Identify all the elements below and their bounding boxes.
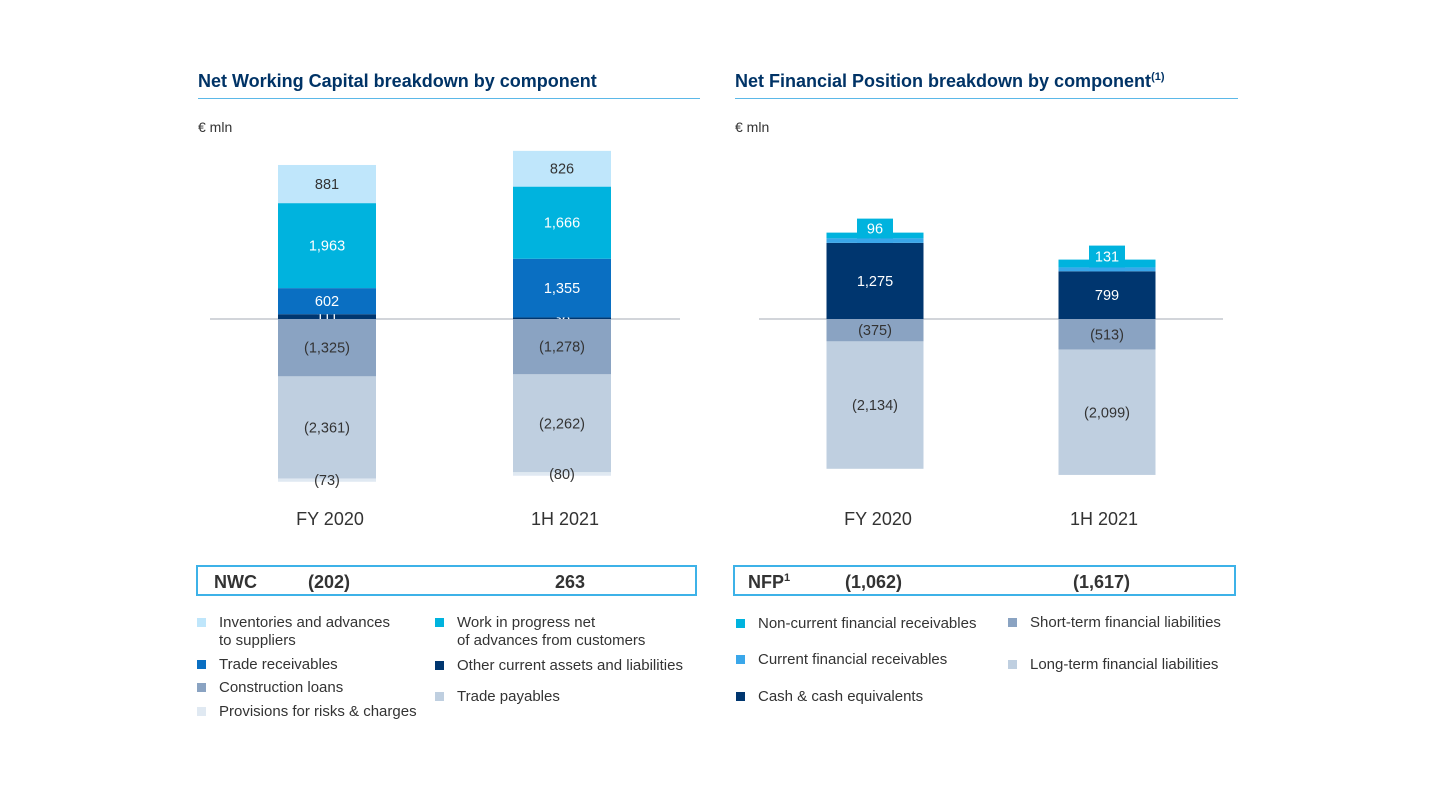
data-label-trade-receivables-1h-2021: 1,355	[544, 281, 580, 297]
legend-label-trade-receivables: Trade receivables	[219, 656, 338, 673]
legend-label-trade-payables: Trade payables	[457, 688, 560, 705]
data-label-trade-receivables-fy-2020: 602	[315, 294, 339, 310]
legend-label-provisions: Provisions for risks & charges	[219, 703, 417, 720]
legend-label-wip: Work in progress net of advances from cus…	[457, 614, 646, 649]
bar-long-term-financial-liabilities-1h-2021	[1058, 349, 1156, 475]
bar-trade-payables-fy-2020	[278, 376, 376, 479]
bar-inventories-and-advances-to-suppliers-1h-2021	[513, 150, 611, 187]
data-label-construction-loans-fy-2020: (1,325)	[304, 341, 350, 357]
legend-swatch-cur-fin-rec	[736, 655, 745, 664]
legend-swatch-construction-loans	[197, 683, 206, 692]
nwc-chart-title: Net Working Capital breakdown by compone…	[198, 71, 700, 99]
nfp-unit-label: € mln	[735, 119, 770, 135]
nwc-unit-label: € mln	[198, 119, 233, 135]
data-label-non-current-financial-receivables-fy-2020: 96	[867, 221, 883, 237]
data-label-trade-payables-fy-2020: (2,361)	[304, 420, 350, 436]
legend-label-st-fin-liab: Short-term financial liabilities	[1030, 614, 1221, 631]
nwc-chart-title-text: Net Working Capital breakdown by compone…	[198, 71, 597, 91]
nwc-total-label: NWC	[214, 572, 257, 592]
nwc-total-fy2020: (202)	[308, 572, 351, 592]
nfp-chart-title: Net Financial Position breakdown by comp…	[735, 71, 1238, 99]
legend-swatch-nc-fin-rec	[736, 619, 745, 628]
data-label-inventories-and-advances-to-suppliers-fy-2020: 881	[315, 177, 339, 193]
nfp-chart-title-text: Net Financial Position breakdown by comp…	[735, 71, 1152, 91]
bar-inventories-and-advances-to-suppliers-fy-2020	[278, 164, 376, 204]
data-label-long-term-financial-liabilities-fy-2020: (2,134)	[852, 398, 898, 414]
data-label-provisions-for-risks-charges-1h-2021: (80)	[549, 467, 575, 483]
bar-trade-receivables-fy-2020	[278, 288, 376, 315]
bar-non-current-financial-receivables-1h-2021-label-bg	[1089, 245, 1125, 268]
data-label-work-in-progress-net-of-advances-from-customers-fy-2020: 1,963	[309, 239, 345, 255]
legend-swatch-cash	[736, 692, 745, 701]
data-label-cash-cash-equivalents-fy-2020: 1,275	[857, 274, 893, 290]
data-label-cash-cash-equivalents-1h-2021: 799	[1095, 288, 1119, 304]
bar-cash-cash-equivalents-fy-2020	[826, 242, 924, 319]
data-label-work-in-progress-net-of-advances-from-customers-1h-2021: 1,666	[544, 216, 580, 232]
bar-construction-loans-fy-2020	[278, 319, 376, 377]
nfp-total-label-text: NFP	[748, 572, 784, 592]
bar-non-current-financial-receivables-fy-2020-label-bg	[857, 218, 893, 239]
category-label-1h-2021-1: 1H 2021	[1070, 509, 1138, 529]
bar-short-term-financial-liabilities-fy-2020	[826, 319, 924, 342]
nfp-total-footnote: 1	[784, 572, 791, 584]
category-label-fy-2020-0: FY 2020	[296, 509, 364, 529]
data-label-short-term-financial-liabilities-fy-2020: (375)	[858, 323, 892, 339]
bar-work-in-progress-net-of-advances-from-customers-fy-2020	[278, 203, 376, 289]
nfp-total-label: NFP1	[748, 572, 790, 593]
bar-cash-cash-equivalents-1h-2021	[1058, 271, 1156, 319]
legend-swatch-trade-receivables	[197, 660, 206, 669]
nwc-total-1h2021: 263	[555, 572, 586, 592]
legend-swatch-provisions	[197, 707, 206, 716]
legend-label-lt-fin-liab: Long-term financial liabilities	[1030, 656, 1219, 673]
bar-provisions-for-risks-charges-1h-2021	[513, 472, 611, 476]
data-label-non-current-financial-receivables-1h-2021: 131	[1095, 250, 1119, 266]
legend-swatch-lt-fin-liab	[1008, 660, 1017, 669]
bar-trade-payables-1h-2021	[513, 374, 611, 473]
nwc-totals-box: NWC (202) 263	[196, 565, 697, 596]
data-label-provisions-for-risks-charges-fy-2020: (73)	[314, 473, 340, 489]
nfp-total-fy2020: (1,062)	[845, 572, 903, 592]
legend-swatch-wip	[435, 618, 444, 627]
bar-provisions-for-risks-charges-fy-2020	[278, 478, 376, 482]
data-label-trade-payables-1h-2021: (2,262)	[539, 416, 585, 432]
legend-label-nc-fin-rec: Non-current financial receivables	[758, 615, 977, 632]
legend-swatch-other-current	[435, 661, 444, 670]
legend-label-construction-loans: Construction loans	[219, 679, 344, 696]
nfp-title-footnote: (1)	[1151, 71, 1165, 83]
category-label-1h-2021-0: 1H 2021	[531, 509, 599, 529]
legend-swatch-trade-payables	[435, 692, 444, 701]
bar-other-current-assets-and-liabilities-1h-2021	[513, 317, 611, 319]
nfp-total-1h2021: (1,617)	[1073, 572, 1131, 592]
legend-swatch-st-fin-liab	[1008, 618, 1017, 627]
legend-label-cur-fin-rec: Current financial receivables	[758, 651, 948, 668]
category-label-fy-2020-1: FY 2020	[844, 509, 912, 529]
bar-short-term-financial-liabilities-1h-2021	[1058, 319, 1156, 350]
bar-other-current-assets-and-liabilities-fy-2020	[278, 314, 376, 319]
bar-trade-receivables-1h-2021	[513, 258, 611, 318]
bar-construction-loans-1h-2021	[513, 319, 611, 375]
bar-long-term-financial-liabilities-fy-2020	[826, 341, 924, 469]
nfp-totals-box: NFP1 (1,062) (1,617)	[733, 565, 1236, 596]
data-label-inventories-and-advances-to-suppliers-1h-2021: 826	[550, 162, 574, 178]
bar-work-in-progress-net-of-advances-from-customers-1h-2021	[513, 186, 611, 259]
legend-label-inventories: Inventories and advances to suppliers	[219, 614, 390, 649]
legend-label-other-current: Other current assets and liabilities	[457, 657, 683, 674]
data-label-construction-loans-1h-2021: (1,278)	[539, 340, 585, 356]
data-label-short-term-financial-liabilities-1h-2021: (513)	[1090, 327, 1124, 343]
legend-swatch-inventories	[197, 618, 206, 627]
legend-label-cash: Cash & cash equivalents	[758, 688, 924, 705]
data-label-long-term-financial-liabilities-1h-2021: (2,099)	[1084, 405, 1130, 421]
